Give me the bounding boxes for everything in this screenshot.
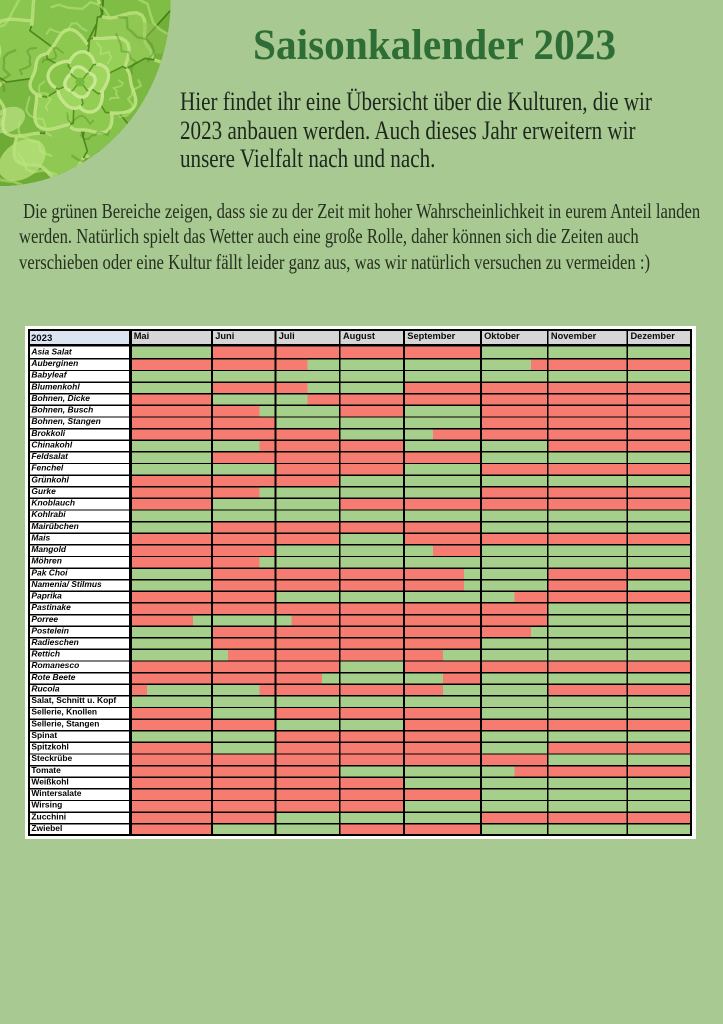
svg-text:Kohlrabi: Kohlrabi xyxy=(31,509,66,519)
svg-text:Bohnen, Dicke: Bohnen, Dicke xyxy=(31,393,90,403)
svg-text:Spinat: Spinat xyxy=(31,730,57,740)
svg-text:Mais: Mais xyxy=(31,532,50,542)
svg-text:August: August xyxy=(343,331,375,341)
svg-text:Spitzkohl: Spitzkohl xyxy=(31,741,68,751)
svg-text:Feldsalat: Feldsalat xyxy=(31,451,69,461)
svg-text:Mangold: Mangold xyxy=(31,544,67,554)
svg-text:Rucola: Rucola xyxy=(31,683,59,693)
svg-text:Paprika: Paprika xyxy=(31,590,62,600)
svg-text:Romanesco: Romanesco xyxy=(31,660,79,670)
svg-text:Bohnen, Stangen: Bohnen, Stangen xyxy=(31,416,100,426)
svg-text:Bohnen, Busch: Bohnen, Busch xyxy=(31,404,93,414)
svg-text:Salat, Schnitt u. Kopf: Salat, Schnitt u. Kopf xyxy=(31,695,116,705)
svg-text:Namenia/ Stilmus: Namenia/ Stilmus xyxy=(31,579,102,589)
svg-text:Pak Choi: Pak Choi xyxy=(31,567,68,577)
svg-text:Brokkoli: Brokkoli xyxy=(31,428,65,438)
svg-text:Zucchini: Zucchini xyxy=(31,811,66,821)
svg-text:September: September xyxy=(407,331,455,341)
svg-text:Babyleaf: Babyleaf xyxy=(31,370,67,380)
svg-text:Möhren: Möhren xyxy=(31,555,61,565)
svg-text:Sellerie, Stangen: Sellerie, Stangen xyxy=(31,718,99,728)
svg-text:Asia Salat: Asia Salat xyxy=(30,346,73,356)
svg-text:Weißkohl: Weißkohl xyxy=(31,776,68,786)
svg-text:Radieschen: Radieschen xyxy=(31,637,78,647)
svg-text:Tomate: Tomate xyxy=(31,765,61,775)
svg-text:Auberginen: Auberginen xyxy=(30,358,78,368)
svg-text:Rettich: Rettich xyxy=(31,648,60,658)
svg-text:Oktober: Oktober xyxy=(484,331,520,341)
svg-text:November: November xyxy=(551,331,597,341)
svg-text:Rote Beete: Rote Beete xyxy=(31,672,75,682)
svg-text:Blumenkohl: Blumenkohl xyxy=(31,381,80,391)
svg-text:Grünkohl: Grünkohl xyxy=(31,474,69,484)
svg-text:Zwiebel: Zwiebel xyxy=(31,823,62,833)
svg-text:Postelein: Postelein xyxy=(31,625,69,635)
svg-text:Dezember: Dezember xyxy=(630,331,675,341)
svg-text:Knoblauch: Knoblauch xyxy=(31,497,75,507)
svg-text:Juni: Juni xyxy=(215,331,234,341)
svg-text:Juli: Juli xyxy=(279,331,295,341)
svg-text:Mairübchen: Mairübchen xyxy=(31,521,78,531)
svg-text:Sellerie, Knollen: Sellerie, Knollen xyxy=(31,707,97,717)
svg-text:Porree: Porree xyxy=(31,614,58,624)
svg-text:Wintersalate: Wintersalate xyxy=(31,788,81,798)
svg-text:Wirsing: Wirsing xyxy=(31,799,62,809)
svg-text:Chinakohl: Chinakohl xyxy=(31,439,72,449)
svg-text:Fenchel: Fenchel xyxy=(31,462,64,472)
svg-text:Pastinake: Pastinake xyxy=(31,602,71,612)
svg-text:Mai: Mai xyxy=(134,331,149,341)
svg-text:2023: 2023 xyxy=(31,333,52,344)
svg-text:Gurke: Gurke xyxy=(31,486,56,496)
svg-text:Steckrübe: Steckrübe xyxy=(31,753,72,763)
